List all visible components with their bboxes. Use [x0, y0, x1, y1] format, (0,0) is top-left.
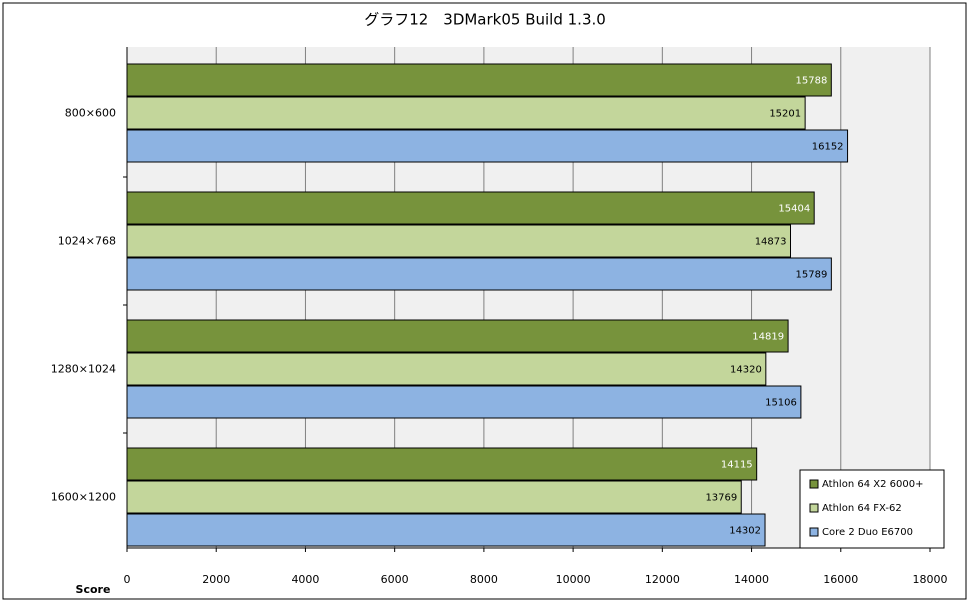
value-label: 14320	[730, 365, 762, 376]
x-tick-label: 4000	[291, 573, 319, 586]
bar	[126, 352, 767, 386]
value-label: 13769	[705, 493, 737, 504]
x-tick-label: 8000	[470, 573, 498, 586]
bar	[126, 513, 766, 547]
legend-label: Athlon 64 X2 6000+	[822, 479, 923, 490]
bar	[126, 63, 832, 97]
bar	[126, 447, 758, 481]
x-tick-label: 10000	[556, 573, 591, 586]
value-label: 15106	[765, 398, 797, 409]
bar	[126, 480, 742, 514]
legend-label: Core 2 Duo E6700	[822, 527, 913, 538]
legend-swatch	[809, 527, 819, 537]
x-tick-label: 0	[124, 573, 131, 586]
value-label: 14302	[729, 526, 761, 537]
x-tick-label: 12000	[645, 573, 680, 586]
bar	[126, 129, 849, 163]
value-label: 15404	[778, 204, 810, 215]
x-tick-label: 6000	[381, 573, 409, 586]
legend-box	[799, 469, 945, 549]
value-label: 14819	[752, 332, 784, 343]
bar	[126, 191, 815, 225]
bar	[126, 319, 789, 353]
value-label: 15788	[796, 76, 828, 87]
y-tick-label: 1600×1200	[51, 491, 116, 504]
legend-label: Athlon 64 FX-62	[822, 503, 902, 514]
x-tick-label: 14000	[734, 573, 769, 586]
x-tick-label: 16000	[823, 573, 858, 586]
legend-swatch	[809, 479, 819, 489]
x-axis-label: Score	[76, 583, 111, 596]
value-label: 16152	[812, 142, 844, 153]
value-label: 15789	[796, 270, 828, 281]
value-label: 15201	[769, 109, 801, 120]
y-tick-label: 1280×1024	[51, 363, 116, 376]
value-label: 14115	[721, 460, 753, 471]
legend-swatch	[809, 503, 819, 513]
bar	[126, 385, 802, 419]
bar	[126, 224, 792, 258]
y-tick-label: 1024×768	[58, 235, 116, 248]
bar	[126, 96, 806, 130]
y-tick-label: 800×600	[65, 107, 116, 120]
x-tick-label: 2000	[202, 573, 230, 586]
value-label: 14873	[755, 237, 787, 248]
x-tick-label: 18000	[913, 573, 948, 586]
bar	[126, 257, 832, 291]
chart-title: グラフ12 3DMark05 Build 1.3.0	[364, 11, 606, 29]
